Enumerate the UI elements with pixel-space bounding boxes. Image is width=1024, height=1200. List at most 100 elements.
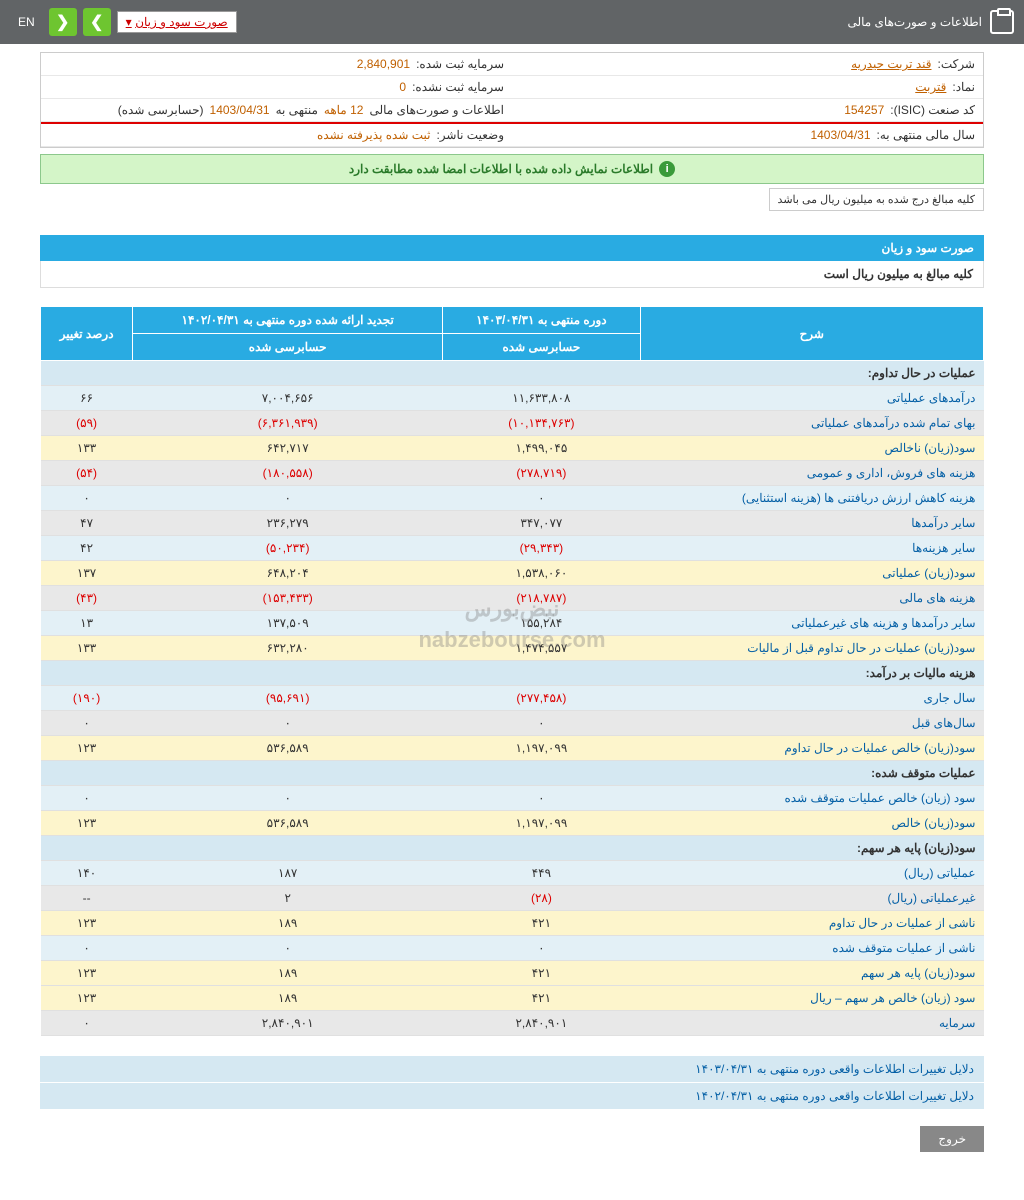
isic-label: کد صنعت (ISIC): (890, 103, 975, 117)
table-row: سال‌های قبل۰۰۰ (41, 711, 984, 736)
row-v1: ۰ (443, 936, 640, 961)
row-v1: ۳۴۷,۰۷۷ (443, 511, 640, 536)
period-date: 1403/04/31 (210, 103, 270, 117)
table-row: بهای تمام شده درآمدهای عملیاتی(۱۰,۱۳۴,۷۶… (41, 411, 984, 436)
row-v2: ۰ (133, 486, 443, 511)
row-v2: ۵۳۶,۵۸۹ (133, 736, 443, 761)
chevron-down-icon: ▾ (126, 15, 132, 29)
row-v1: ۱,۴۹۹,۰۴۵ (443, 436, 640, 461)
isic-value: 154257 (844, 103, 884, 117)
section-row: عملیات متوقف شده: (41, 761, 984, 786)
row-label: ناشی از عملیات متوقف شده (640, 936, 983, 961)
row-v1: ۴۲۱ (443, 911, 640, 936)
exit-button[interactable]: خروج (920, 1126, 984, 1152)
row-v2: (۶,۳۶۱,۹۳۹) (133, 411, 443, 436)
row-v1: (۲۷۸,۷۱۹) (443, 461, 640, 486)
th-period2: تجدید ارائه شده دوره منتهی به ۱۴۰۲/۰۴/۳۱ (133, 307, 443, 334)
row-label: هزینه کاهش ارزش دریافتنی ها (هزینه استثن… (640, 486, 983, 511)
table-body: عملیات در حال تداوم:درآمدهای عملیاتی۱۱,۶… (41, 361, 984, 1036)
table-row: سایر درآمدها۳۴۷,۰۷۷۲۳۶,۲۷۹۴۷ (41, 511, 984, 536)
table-row: سایر درآمدها و هزینه های غیرعملیاتی۱۵۵,۲… (41, 611, 984, 636)
issuer-status-label: وضعیت ناشر: (436, 128, 504, 142)
row-v1: ۰ (443, 711, 640, 736)
row-chg: ۰ (41, 786, 133, 811)
period-mid: 12 ماهه (324, 103, 364, 117)
row-chg: (۵۴) (41, 461, 133, 486)
row-v2: ۱۸۹ (133, 986, 443, 1011)
section-row: سود(زیان) پایه هر سهم: (41, 836, 984, 861)
row-v2: ۲,۸۴۰,۹۰۱ (133, 1011, 443, 1036)
row-v2: ۰ (133, 786, 443, 811)
section-subtitle: کلیه مبالغ به میلیون ریال است (40, 261, 984, 288)
row-chg: ۰ (41, 936, 133, 961)
section-label: عملیات در حال تداوم: (41, 361, 984, 386)
section-label: عملیات متوقف شده: (41, 761, 984, 786)
table-row: عملیاتی (ریال)۴۴۹۱۸۷۱۴۰ (41, 861, 984, 886)
lang-en-button[interactable]: EN (10, 11, 43, 33)
fyend-label: سال مالی منتهی به: (877, 128, 975, 142)
table-row: سود(زیان) خالص۱,۱۹۷,۰۹۹۵۳۶,۵۸۹۱۲۳ (41, 811, 984, 836)
topbar-controls: صورت سود و زیان ▾ ❯ ❮ EN (10, 8, 237, 36)
row-label: سود(زیان) خالص (640, 811, 983, 836)
company-value[interactable]: قند تربت حیدریه (851, 57, 931, 71)
row-chg: (۴۳) (41, 586, 133, 611)
row-v1: (۲۸) (443, 886, 640, 911)
topbar: اطلاعات و صورت‌های مالی صورت سود و زیان … (0, 0, 1024, 44)
row-label: ناشی از عملیات در حال تداوم (640, 911, 983, 936)
row-chg: ۰ (41, 711, 133, 736)
row-chg: ۱۳۳ (41, 636, 133, 661)
row-chg: (۵۹) (41, 411, 133, 436)
row-label: هزینه های مالی (640, 586, 983, 611)
table-row: هزینه های مالی(۲۱۸,۷۸۷)(۱۵۳,۴۳۳)(۴۳) (41, 586, 984, 611)
row-v2: ۶۴۲,۷۱۷ (133, 436, 443, 461)
status-banner: i اطلاعات نمایش داده شده با اطلاعات امضا… (40, 154, 984, 184)
table-row: سود(زیان) خالص عملیات در حال تداوم۱,۱۹۷,… (41, 736, 984, 761)
row-v1: ۴۲۱ (443, 961, 640, 986)
section-title: صورت سود و زیان (40, 235, 984, 261)
row-label: بهای تمام شده درآمدهای عملیاتی (640, 411, 983, 436)
row-v2: ۲ (133, 886, 443, 911)
row-chg: ۱۴۰ (41, 861, 133, 886)
table-row: غیرعملیاتی (ریال)(۲۸)۲-- (41, 886, 984, 911)
row-v2: ۷,۰۰۴,۶۵۶ (133, 386, 443, 411)
next-button[interactable]: ❯ (83, 8, 111, 36)
table-row: سود(زیان) پایه هر سهم۴۲۱۱۸۹۱۲۳ (41, 961, 984, 986)
row-chg: ۴۷ (41, 511, 133, 536)
row-v1: ۱,۱۹۷,۰۹۹ (443, 811, 640, 836)
row-v1: ۲,۸۴۰,۹۰۱ (443, 1011, 640, 1036)
row-v1: ۱,۵۳۸,۰۶۰ (443, 561, 640, 586)
table-row: سود (زیان) خالص عملیات متوقف شده۰۰۰ (41, 786, 984, 811)
issuer-status-value: ثبت شده پذیرفته نشده (317, 128, 430, 142)
row-v1: ۱۵۵,۲۸۴ (443, 611, 640, 636)
th-audited-2: حسابرسی شده (133, 334, 443, 361)
reason-row-1[interactable]: دلایل تغییرات اطلاعات واقعی دوره منتهی ب… (40, 1056, 984, 1083)
prev-button[interactable]: ❮ (49, 8, 77, 36)
status-text: اطلاعات نمایش داده شده با اطلاعات امضا ش… (349, 162, 653, 176)
table-row: سود(زیان) عملیات در حال تداوم قبل از مال… (41, 636, 984, 661)
capital-unreg-label: سرمایه ثبت نشده: (412, 80, 504, 94)
row-chg: -- (41, 886, 133, 911)
section-label: سود(زیان) پایه هر سهم: (41, 836, 984, 861)
section-row: عملیات در حال تداوم: (41, 361, 984, 386)
row-label: سود(زیان) عملیات در حال تداوم قبل از مال… (640, 636, 983, 661)
main-container: شرکت:قند تربت حیدریه سرمایه ثبت شده:2,84… (32, 44, 992, 1160)
row-v2: ۱۸۷ (133, 861, 443, 886)
reason-row-2[interactable]: دلایل تغییرات اطلاعات واقعی دوره منتهی ب… (40, 1083, 984, 1110)
period-label: اطلاعات و صورت‌های مالی (369, 103, 504, 117)
row-v2: ۶۳۲,۲۸۰ (133, 636, 443, 661)
row-chg: ۱۲۳ (41, 986, 133, 1011)
row-chg: ۰ (41, 1011, 133, 1036)
fyend-value: 1403/04/31 (810, 128, 870, 142)
sheet-dropdown[interactable]: صورت سود و زیان ▾ (117, 11, 237, 33)
symbol-value[interactable]: قتربت (915, 80, 946, 94)
row-label: عملیاتی (ریال) (640, 861, 983, 886)
row-v2: ۲۳۶,۲۷۹ (133, 511, 443, 536)
symbol-label: نماد: (952, 80, 975, 94)
capital-reg-value: 2,840,901 (357, 57, 410, 71)
table-row: هزینه های فروش، اداری و عمومی(۲۷۸,۷۱۹)(۱… (41, 461, 984, 486)
row-label: سایر درآمدها و هزینه های غیرعملیاتی (640, 611, 983, 636)
section-row: هزینه مالیات بر درآمد: (41, 661, 984, 686)
row-v2: (۵۰,۲۳۴) (133, 536, 443, 561)
info-box: شرکت:قند تربت حیدریه سرمایه ثبت شده:2,84… (40, 52, 984, 148)
row-chg: ۱۲۳ (41, 811, 133, 836)
